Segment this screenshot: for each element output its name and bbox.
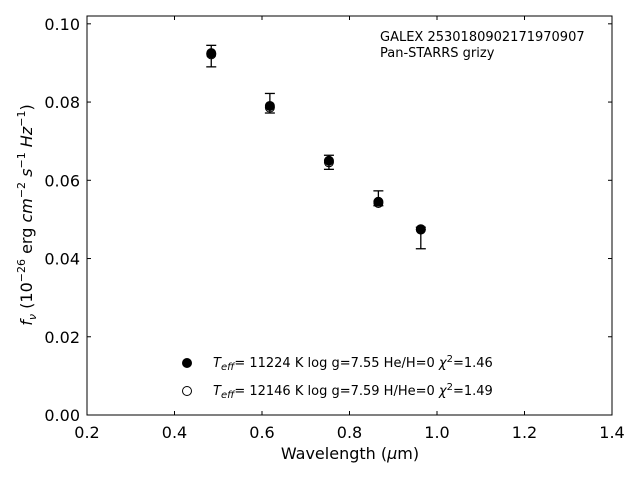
x-tick-label: 1.4 xyxy=(599,423,624,442)
x-tick-label: 0.4 xyxy=(162,423,187,442)
x-tick-label: 0.6 xyxy=(249,423,274,442)
ticks-layer: 0.2 0.4 0.6 0.8 1.0 1.2 1.4 0.00 0.02 0.04 0.06 0.0… xyxy=(44,15,624,442)
x-axis-label: Wavelength (μm) xyxy=(281,444,419,463)
data-point xyxy=(373,196,384,207)
annotation-survey: Pan-STARRS grizy xyxy=(380,46,495,61)
data-point xyxy=(415,224,426,235)
y-tick-label: 0.06 xyxy=(44,171,80,190)
legend-entry-2: Teff= 12146 K log g=7.59 H/He=0 χ2=1.49 xyxy=(213,382,493,401)
data-point xyxy=(264,100,275,111)
y-axis-label: fν (10−26 erg cm−2 s−1 Hz−1) xyxy=(15,104,39,325)
data-point xyxy=(323,155,334,166)
legend: Teff= 11224 K log g=7.55 He/H=0 χ2=1.46 … xyxy=(182,354,493,401)
legend-marker-filled xyxy=(182,358,192,368)
x-tick-label: 0.2 xyxy=(74,423,99,442)
x-tick-label: 0.8 xyxy=(337,423,362,442)
y-tick-label: 0.10 xyxy=(44,15,80,34)
legend-marker-open xyxy=(182,386,192,396)
marks-layer xyxy=(206,44,426,250)
x-tick-label: 1.0 xyxy=(424,423,449,442)
y-tick-label: 0.00 xyxy=(44,406,80,425)
annotation-object-name: GALEX 2530180902171970907 xyxy=(380,30,585,45)
y-tick-label: 0.02 xyxy=(44,328,80,347)
x-tick-label: 1.2 xyxy=(512,423,537,442)
y-tick-label: 0.08 xyxy=(44,93,80,112)
y-tick-label: 0.04 xyxy=(44,250,80,269)
data-point xyxy=(206,48,217,59)
legend-entry-1: Teff= 11224 K log g=7.55 He/H=0 χ2=1.46 xyxy=(213,354,493,373)
